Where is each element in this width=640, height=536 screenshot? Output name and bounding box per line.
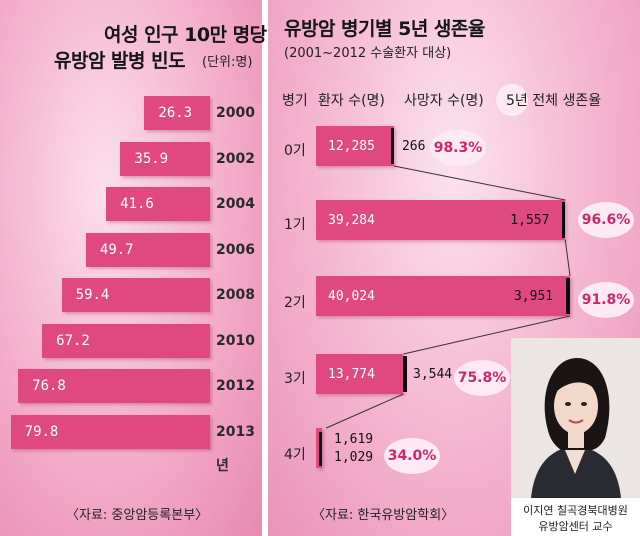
col-survival-header: 5년 전체 생존율 xyxy=(506,93,602,109)
incidence-year-label: 2002 xyxy=(216,150,255,167)
patient-count-label: 1,619 xyxy=(334,432,374,447)
stage-label: 0기 xyxy=(284,143,306,159)
survival-rate-badge: 34.0% xyxy=(384,438,440,474)
incidence-value-label: 49.7 xyxy=(99,241,134,258)
incidence-value-label: 76.8 xyxy=(32,378,66,394)
patient-bar xyxy=(316,276,570,316)
death-bar xyxy=(562,202,566,238)
col-deaths-header: 사망자 수(명) xyxy=(404,93,484,109)
caption-line2: 유방암센터 교수 xyxy=(538,520,613,533)
photo-caption: 이지연 칠곡경북대병원 유방암센터 교수 xyxy=(511,498,640,536)
incidence-year-label: 2010 xyxy=(216,332,255,349)
incidence-bar xyxy=(10,414,210,449)
incidence-year-label: 2004 xyxy=(216,196,255,212)
death-bar xyxy=(390,128,394,164)
incidence-bar xyxy=(106,187,210,221)
incidence-bar xyxy=(144,96,210,130)
incidence-year-label: 2000 xyxy=(216,105,255,121)
incidence-year-label: 2008 xyxy=(216,287,255,303)
incidence-year-label: 2006 xyxy=(216,241,255,258)
incidence-title-line2: 유방암 발병 빈도 xyxy=(54,50,186,72)
portrait-illustration xyxy=(511,338,640,498)
patient-bar xyxy=(316,200,566,240)
death-count-label: 266 xyxy=(401,139,426,154)
stage-label: 2기 xyxy=(284,295,306,311)
death-bar xyxy=(403,356,407,392)
incidence-bar xyxy=(120,141,210,176)
patient-count-label: 40,024 xyxy=(328,289,375,304)
professor-photo xyxy=(511,338,640,498)
incidence-bar xyxy=(61,278,210,312)
incidence-unit: (단위:명) xyxy=(202,55,253,70)
survival-rate-badge: 75.8% xyxy=(454,360,510,396)
patient-bar xyxy=(316,126,394,166)
incidence-value-label: 59.4 xyxy=(75,287,110,303)
incidence-bar xyxy=(18,369,210,403)
stage-label: 4기 xyxy=(284,447,306,463)
incidence-bar xyxy=(85,232,210,267)
stage-label: 3기 xyxy=(284,371,306,387)
col-patients-header: 환자 수(명) xyxy=(318,93,385,109)
incidence-value-label: 26.3 xyxy=(158,105,193,121)
patient-count-label: 13,774 xyxy=(328,367,375,382)
stage-label: 1기 xyxy=(284,217,306,233)
patient-count-label: 12,285 xyxy=(328,139,375,154)
caption-line1: 이지연 칠곡경북대병원 xyxy=(523,504,628,517)
incidence-source: 〈자료: 중앙암등록본부〉 xyxy=(66,508,209,523)
death-bar xyxy=(319,432,322,466)
patient-bar xyxy=(316,354,404,394)
death-count-label: 3,544 xyxy=(413,367,453,382)
survival-legend-dot xyxy=(496,84,528,116)
incidence-value-label: 35.9 xyxy=(134,150,169,167)
death-bar xyxy=(565,278,570,314)
survival-source: 〈자료: 한국유방암학회〉 xyxy=(312,508,455,523)
incidence-bar xyxy=(42,323,210,358)
incidence-year-label: 2013년 xyxy=(216,423,255,474)
survival-rate-badge: 91.8% xyxy=(578,282,634,318)
panel-divider xyxy=(262,0,268,536)
death-count-label: 1,029 xyxy=(334,450,374,465)
incidence-title-line1: 여성 인구 10만 명당 xyxy=(104,24,267,46)
incidence-value-label: 79.8 xyxy=(24,423,59,440)
death-count-label: 1,557 xyxy=(510,213,550,228)
survival-title: 유방암 병기별 5년 생존율 xyxy=(284,18,485,40)
incidence-value-label: 41.6 xyxy=(120,196,154,212)
survival-rate-badge: 96.6% xyxy=(578,202,634,238)
col-stage-header: 병기 xyxy=(282,93,308,109)
incidence-value-label: 67.2 xyxy=(56,332,90,349)
survival-rate-badge: 98.3% xyxy=(430,130,486,166)
survival-subtitle: (2001~2012 수술환자 대상) xyxy=(284,46,452,61)
incidence-year-label: 2012 xyxy=(216,378,255,394)
patient-count-label: 39,284 xyxy=(328,213,375,228)
death-count-label: 3,951 xyxy=(513,289,554,304)
